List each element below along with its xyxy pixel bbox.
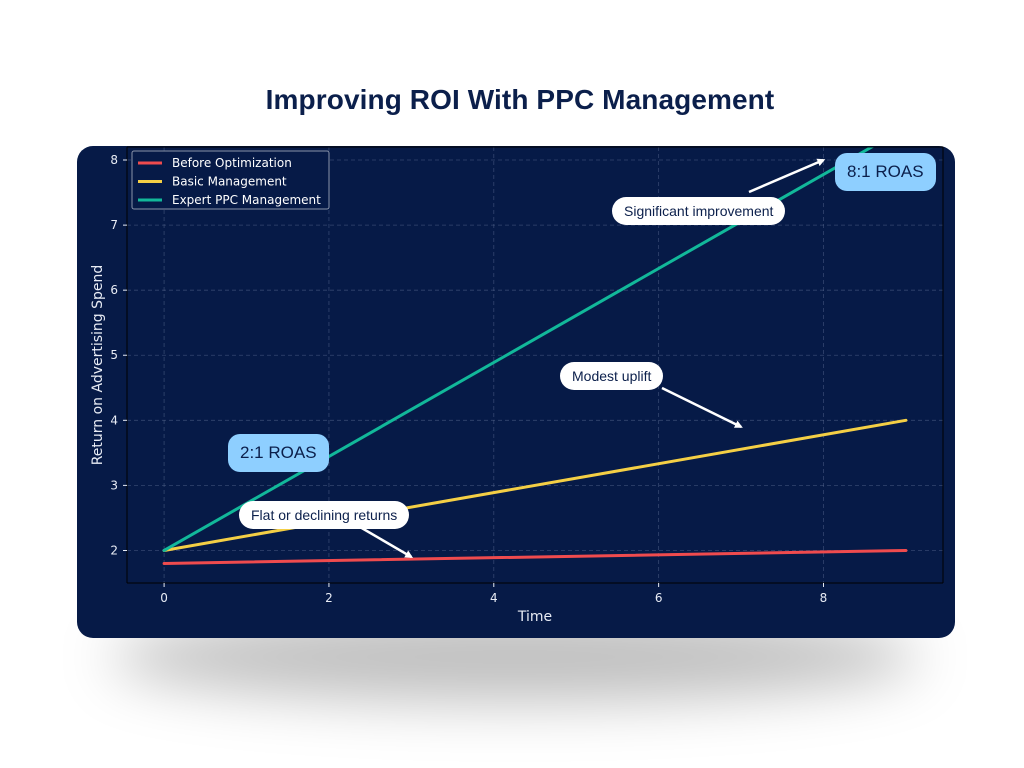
y-tick-label: 5 — [110, 348, 118, 362]
chart-card: 0 2 4 6 8 2 3 4 5 6 7 8 Before Optimization Basic Ma… — [77, 146, 955, 638]
legend-label-0: Before Optimization — [172, 156, 292, 170]
series-line-2 — [162, 147, 875, 552]
x-axis-label: Time — [517, 609, 552, 625]
y-tick-label: 6 — [110, 283, 118, 297]
annotation-arrows — [359, 158, 826, 559]
badge-start-roas: 2:1 ROAS — [228, 434, 329, 472]
x-tick-label: 0 — [160, 591, 168, 605]
annotation-arrow-significant — [748, 158, 826, 194]
y-tick-label: 8 — [110, 153, 118, 167]
y-tick-label: 4 — [110, 413, 118, 427]
y-tick-label: 3 — [110, 478, 118, 492]
x-tick-label: 6 — [655, 591, 663, 605]
annotation-arrow-flat — [359, 525, 414, 559]
line-chart: 0 2 4 6 8 2 3 4 5 6 7 8 Before Optimization Basic Ma… — [90, 146, 944, 625]
page-title: Improving ROI With PPC Management — [265, 84, 775, 115]
series-line-0 — [162, 548, 908, 565]
annotation-arrow-modest — [661, 386, 743, 428]
x-tick-label: 4 — [490, 591, 498, 605]
axes: 0 2 4 6 8 2 3 4 5 6 7 8 — [110, 146, 944, 605]
legend-label-2: Expert PPC Management — [172, 193, 321, 207]
annotation-flat-returns: Flat or declining returns — [239, 501, 410, 529]
legend-label-1: Basic Management — [172, 175, 287, 189]
x-tick-label: 8 — [820, 591, 828, 605]
annotation-modest-uplift: Modest uplift — [560, 362, 664, 390]
legend: Before Optimization Basic Management Exper… — [131, 150, 330, 210]
y-tick-label: 2 — [110, 543, 118, 557]
badge-end-roas: 8:1 ROAS — [835, 153, 936, 191]
legend-box — [131, 150, 330, 210]
y-axis-label: Return on Advertising Spend — [90, 265, 106, 466]
annotation-significant-improvement: Significant improvement — [612, 197, 786, 225]
x-tick-label: 2 — [325, 591, 333, 605]
y-tick-label: 7 — [110, 218, 118, 232]
